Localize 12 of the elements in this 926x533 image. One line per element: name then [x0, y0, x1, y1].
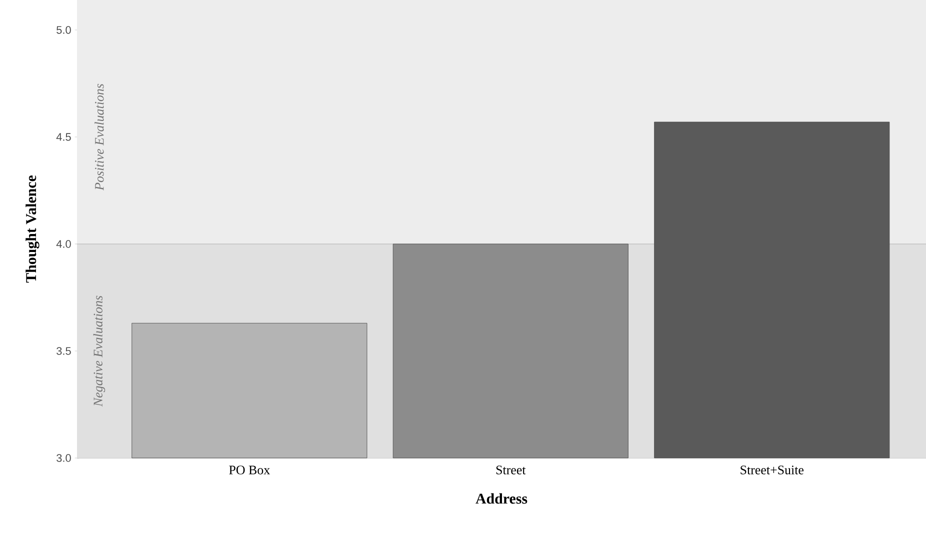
y-axis-title: Thought Valence — [26, 175, 40, 283]
band-label: Negative Evaluations — [93, 296, 106, 407]
y-tick-label: 4.5 — [56, 133, 71, 141]
x-axis-title: Address — [476, 493, 528, 504]
y-tick-label: 5.0 — [56, 26, 71, 34]
y-tick-label: 4.0 — [56, 240, 71, 248]
y-tick-label: 3.0 — [56, 454, 71, 462]
x-tick-label: Street — [496, 466, 526, 474]
x-tick-label: Street+Suite — [740, 466, 804, 474]
x-tick-label: PO Box — [229, 466, 270, 474]
y-tick-label: 3.5 — [56, 347, 71, 355]
band-label: Positive Evaluations — [94, 84, 104, 190]
